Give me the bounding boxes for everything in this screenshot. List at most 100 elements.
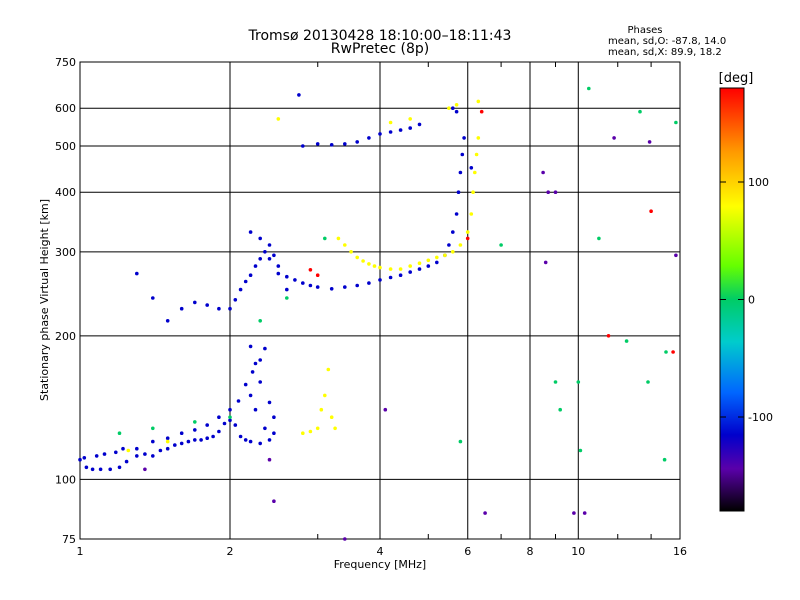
data-point [267, 243, 272, 247]
data-point [222, 421, 227, 426]
data-point [451, 106, 455, 110]
data-point [165, 436, 170, 441]
data-point [624, 339, 629, 343]
data-point [233, 298, 238, 302]
data-point [597, 236, 601, 241]
x-tick-label: 1 [77, 545, 84, 558]
data-point [473, 170, 477, 175]
x-axis-label: Frequency [MHz] [334, 558, 426, 571]
data-point [388, 120, 393, 125]
data-point [417, 267, 422, 271]
data-point [447, 243, 451, 247]
data-point [451, 250, 455, 254]
data-point [471, 190, 475, 194]
data-point [143, 467, 147, 472]
data-point [151, 439, 155, 444]
data-point [173, 443, 177, 447]
data-point [199, 438, 203, 442]
phase-mean-x: mean, sd,X: 89.9, 18.2 [608, 47, 722, 58]
data-point [553, 380, 558, 384]
data-point [193, 438, 197, 442]
data-point [272, 499, 276, 504]
data-point [135, 454, 139, 458]
x-tick-label: 10 [571, 545, 585, 558]
data-point [285, 296, 289, 300]
data-point [217, 429, 221, 434]
data-point [476, 136, 481, 140]
data-point [243, 438, 248, 442]
data-point [367, 281, 371, 285]
data-point [263, 426, 267, 431]
y-axis-label: Stationary phase Virtual Height [km] [38, 199, 51, 401]
data-point [267, 457, 272, 462]
data-point [582, 511, 587, 515]
data-point [426, 264, 431, 268]
data-point [267, 400, 272, 405]
data-point [165, 439, 170, 444]
data-point [253, 264, 258, 268]
data-point [301, 281, 305, 285]
data-point [638, 109, 642, 114]
grid-lines [80, 62, 680, 539]
data-point [333, 426, 337, 431]
data-point [329, 287, 334, 291]
data-point [258, 257, 263, 261]
data-point [253, 361, 258, 366]
data-point [272, 253, 276, 258]
data-point [248, 344, 253, 349]
phase-heading: Phases [627, 25, 662, 36]
data-point [151, 296, 155, 300]
data-point [276, 271, 281, 276]
data-point [248, 230, 253, 234]
data-point [336, 236, 341, 241]
data-point [587, 86, 591, 91]
data-point [372, 264, 377, 268]
data-point [454, 103, 459, 107]
data-point [458, 243, 463, 247]
chart-subtitle: RwPretec (8p) [331, 41, 429, 57]
data-point [211, 434, 215, 439]
data-point [236, 399, 241, 403]
data-point [398, 267, 403, 271]
phase-mean-o: mean, sd,O: -87.8, 14.0 [608, 36, 726, 47]
y-tick-label: 500 [55, 140, 76, 153]
x-tick-label: 16 [673, 545, 687, 558]
data-point [378, 265, 382, 270]
data-point [272, 431, 276, 436]
data-point [323, 393, 327, 398]
x-tick-label: 4 [377, 545, 384, 558]
data-point [315, 142, 320, 146]
data-point [578, 448, 583, 453]
data-point [253, 407, 258, 412]
data-point [447, 106, 451, 110]
data-point [248, 439, 253, 444]
colorbar-title: [deg] [719, 71, 754, 86]
data-point [674, 120, 678, 125]
data-point [179, 306, 184, 311]
data-point [179, 441, 184, 446]
data-point [417, 122, 422, 127]
data-point [454, 212, 459, 216]
data-point [193, 420, 197, 424]
data-point [546, 190, 550, 194]
data-point [135, 271, 139, 276]
data-point [378, 132, 382, 136]
data-point [258, 441, 263, 446]
data-point [443, 253, 447, 258]
data-point [238, 434, 243, 439]
data-point [233, 423, 238, 427]
data-point [465, 230, 470, 234]
data-point [343, 285, 347, 289]
data-point [297, 93, 301, 97]
data-point [267, 257, 272, 261]
data-point [361, 259, 365, 263]
data-point [469, 166, 474, 170]
data-point [108, 467, 112, 472]
data-point [408, 264, 413, 268]
data-point [267, 438, 272, 442]
data-point [435, 260, 439, 265]
data-point [367, 262, 371, 266]
data-point [276, 264, 281, 268]
data-point [205, 423, 209, 427]
data-point [323, 236, 327, 241]
